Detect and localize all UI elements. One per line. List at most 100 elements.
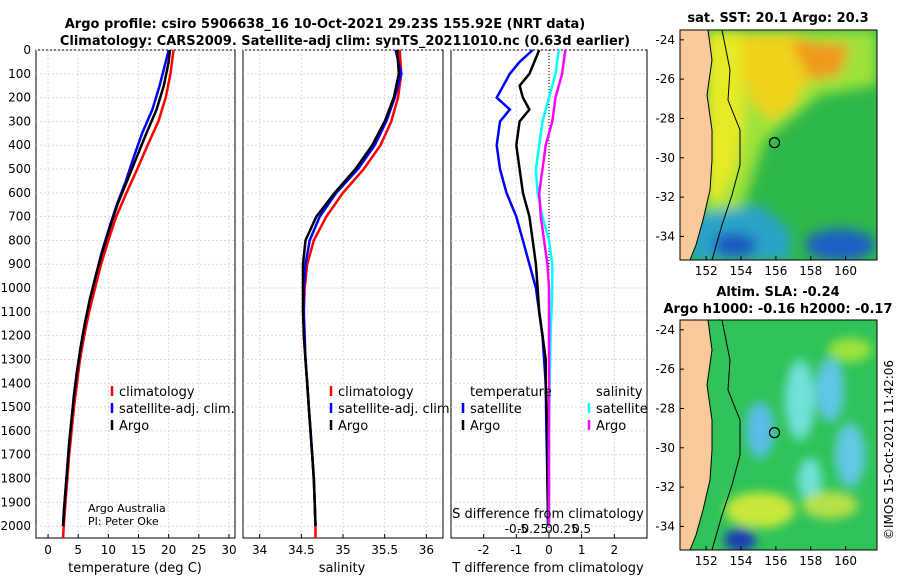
sla-blob-yellow-3 bbox=[828, 338, 872, 362]
y-tick-label: 1700 bbox=[0, 448, 31, 462]
credit-line-2: PI: Peter Oke bbox=[88, 515, 159, 528]
y-tick-label: 1000 bbox=[0, 281, 31, 295]
y-tick-label: 700 bbox=[8, 210, 31, 224]
sst-map-panel: sat. SST: 20.1 Argo: 20.3 152 154 156 158 16 bbox=[655, 11, 878, 278]
y-tick-label: 200 bbox=[8, 91, 31, 105]
s-tick-label: 0 bbox=[545, 522, 553, 536]
sla-shelf-contour bbox=[711, 320, 741, 550]
x-tick-label: 0 bbox=[44, 543, 52, 557]
title-line-1: Argo profile: csiro 5906638_16 10-Oct-20… bbox=[65, 17, 586, 32]
sst-map-title: sat. SST: 20.1 Argo: 20.3 bbox=[687, 11, 868, 26]
x-tick-label: 34 bbox=[252, 543, 267, 557]
legend-s-satellite-label: satellite bbox=[596, 402, 648, 417]
sst-orange-patch bbox=[790, 40, 850, 80]
y-tick-label: 1100 bbox=[0, 305, 31, 319]
map-y-tick-label: -24 bbox=[655, 33, 675, 47]
map-x-tick-label: 154 bbox=[730, 554, 753, 568]
map-y-tick-label: -26 bbox=[655, 362, 675, 376]
y-tick-label: 1900 bbox=[0, 495, 31, 509]
series-line-salinity-argo bbox=[537, 49, 567, 527]
legend-argo-label: Argo bbox=[338, 419, 368, 434]
timestamp: ©IMOS 15-Oct-2021 11:42:06 bbox=[882, 360, 896, 540]
sla-blob-cyan-5 bbox=[798, 458, 822, 502]
legend-satellite-label: satellite-adj. clim. bbox=[338, 402, 454, 417]
map-x-tick-label: 154 bbox=[730, 264, 753, 278]
x-tick-label: -1 bbox=[510, 543, 522, 557]
temperature-axes-frame bbox=[35, 49, 236, 539]
sla-blob-cyan-3 bbox=[746, 402, 774, 458]
sla-blob-yellow-2 bbox=[802, 491, 858, 519]
sst-argo-marker bbox=[768, 137, 781, 149]
series-line-argo bbox=[61, 49, 172, 527]
s-difference-label: S difference from climatology bbox=[452, 507, 644, 522]
salinity-x-label: salinity bbox=[319, 561, 366, 576]
title-line-2: Climatology: CARS2009. Satellite-adj cli… bbox=[60, 34, 630, 49]
legend-temperature-title: temperature bbox=[470, 385, 552, 400]
y-tick-label: 2000 bbox=[0, 519, 31, 533]
x-tick-label: 2 bbox=[611, 543, 619, 557]
map-x-tick-label: 160 bbox=[834, 264, 857, 278]
y-tick-label: 300 bbox=[8, 114, 31, 128]
y-tick-label: 1800 bbox=[0, 471, 31, 485]
x-tick-label: 10 bbox=[101, 543, 116, 557]
sla-blob-yellow-1 bbox=[725, 492, 795, 528]
map-y-tick-label: -28 bbox=[655, 111, 675, 125]
x-tick-label: 36 bbox=[419, 543, 434, 557]
y-tick-label: 1500 bbox=[0, 400, 31, 414]
map-y-tick-label: -24 bbox=[655, 323, 675, 337]
sst-coastline bbox=[689, 30, 713, 260]
legend-argo-label: Argo bbox=[119, 419, 149, 434]
sst-shelf-contour bbox=[711, 30, 741, 260]
legend-climatology-label: climatology bbox=[338, 385, 414, 400]
legend-t-argo-label: Argo bbox=[470, 419, 500, 434]
y-tick-label: 1200 bbox=[0, 329, 31, 343]
y-tick-label: 0 bbox=[23, 43, 31, 57]
map-y-tick-label: -34 bbox=[655, 229, 675, 243]
sla-map-panel: Altim. SLA: -0.24 Argo h1000: -0.16 h200… bbox=[655, 285, 892, 568]
legend-satellite-label: satellite-adj. clim. bbox=[119, 402, 235, 417]
x-tick-label: 30 bbox=[221, 543, 236, 557]
s-tick-label: -0.5 bbox=[505, 522, 528, 536]
sst-yellow-coastal bbox=[705, 30, 745, 200]
temperature-panel: 0 5 10 15 20 25 30 0 100 200 300 400 500 600 700 800 90… bbox=[0, 43, 236, 576]
x-tick-label: 15 bbox=[131, 543, 146, 557]
x-tick-label: 20 bbox=[161, 543, 176, 557]
x-tick-label: 1 bbox=[578, 543, 586, 557]
sst-cool-blob-3 bbox=[713, 233, 757, 257]
sla-map-frame bbox=[679, 319, 878, 551]
sst-hot-patch bbox=[730, 35, 815, 120]
legend-climatology-label: climatology bbox=[119, 385, 195, 400]
x-tick-label: 25 bbox=[191, 543, 206, 557]
credit-line-1: Argo Australia bbox=[88, 502, 166, 515]
series-line-temperature-argo bbox=[515, 49, 550, 527]
s-tick-label: -0.25 bbox=[517, 522, 548, 536]
map-y-tick-label: -28 bbox=[655, 401, 675, 415]
sla-argo-marker bbox=[768, 427, 781, 439]
difference-legend: temperature satellite Argo salinity sate… bbox=[461, 385, 648, 434]
y-tick-label: 1400 bbox=[0, 376, 31, 390]
sst-land bbox=[680, 30, 712, 260]
y-tick-label: 1300 bbox=[0, 352, 31, 366]
sla-land bbox=[680, 320, 712, 550]
map-y-tick-label: -32 bbox=[655, 190, 675, 204]
x-tick-label: 35.5 bbox=[371, 543, 398, 557]
legend-t-satellite-label: satellite bbox=[470, 402, 522, 417]
s-tick-label: 0.5 bbox=[572, 522, 591, 536]
s-tick-label: 0.25 bbox=[552, 522, 579, 536]
temperature-x-label: temperature (deg C) bbox=[68, 561, 202, 576]
sla-map-title-line-2: Argo h1000: -0.16 h2000: -0.17 bbox=[663, 302, 892, 317]
map-y-tick-label: -34 bbox=[655, 519, 675, 533]
sla-blob-blue bbox=[724, 528, 756, 550]
x-tick-label: 5 bbox=[74, 543, 82, 557]
sst-map-frame bbox=[679, 29, 878, 261]
map-x-tick-label: 152 bbox=[695, 554, 718, 568]
difference-panel: -2 -1 0 1 2 -0.5-0.250 0.250.5 T difference f… bbox=[450, 49, 648, 576]
series-line-argo bbox=[301, 49, 401, 527]
map-x-tick-label: 158 bbox=[799, 554, 822, 568]
y-tick-label: 800 bbox=[8, 233, 31, 247]
temperature-legend: climatology satellite-adj. clim. Argo bbox=[110, 385, 235, 434]
sla-blob-cyan-2 bbox=[816, 358, 844, 422]
legend-salinity-title: salinity bbox=[596, 385, 643, 400]
salinity-panel: 34 34.5 35 35.5 36 salinity climatology sate… bbox=[242, 49, 454, 576]
